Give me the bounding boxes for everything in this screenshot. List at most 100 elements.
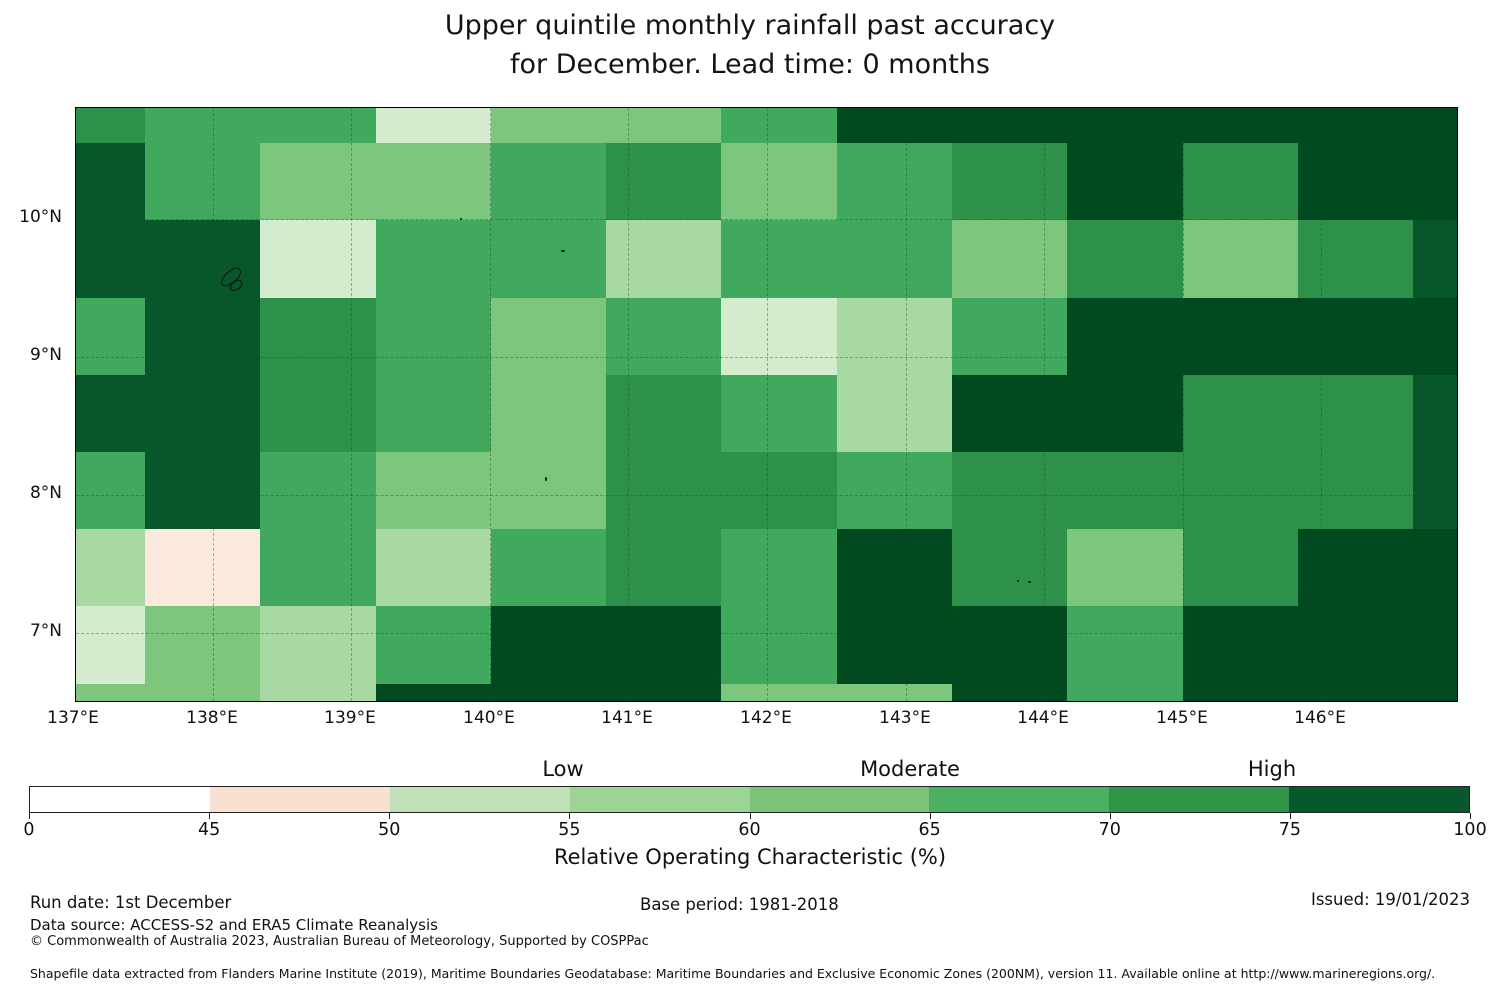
colorbar-tick — [29, 813, 30, 819]
map-cell — [145, 375, 260, 452]
map-cell — [145, 220, 260, 298]
map-cell — [721, 298, 837, 375]
map-cell — [837, 220, 952, 298]
map-cell — [837, 143, 952, 220]
map-cell — [491, 606, 606, 684]
gridline-vertical — [628, 108, 630, 701]
map-cell — [260, 375, 376, 452]
map-cell — [606, 375, 721, 452]
map-cell — [145, 108, 260, 143]
map-cell — [76, 108, 145, 143]
map-cell — [1413, 220, 1457, 298]
chart-title-line2: for December. Lead time: 0 months — [510, 49, 990, 80]
map-cell — [1413, 375, 1457, 452]
map-cell — [837, 108, 952, 143]
gridline-vertical — [1182, 108, 1184, 701]
colorbar-category-label: High — [1247, 757, 1297, 781]
map-cell — [952, 143, 1067, 220]
colorbar-tick — [389, 813, 391, 819]
x-tick-label: 137°E — [47, 708, 99, 728]
map-cell — [721, 684, 837, 701]
map-cell — [1298, 108, 1413, 143]
issued-label: Issued: 19/01/2023 — [1310, 890, 1470, 909]
map-cell — [837, 452, 952, 529]
gridline-vertical — [212, 108, 214, 701]
map-cell — [606, 606, 721, 684]
map-cell — [1067, 684, 1183, 701]
map-cell — [376, 108, 491, 143]
colorbar-segment — [1289, 787, 1469, 812]
map-cell — [1413, 298, 1457, 375]
map-cell — [376, 143, 491, 220]
map-cell — [260, 220, 376, 298]
map-cell — [145, 298, 260, 375]
island-shape — [460, 218, 462, 220]
map-cell — [1183, 375, 1298, 452]
map-cell — [76, 529, 145, 606]
map-cell — [837, 529, 952, 606]
map-cell — [1298, 375, 1413, 452]
colorbar-segment — [30, 787, 210, 812]
map-cell — [1413, 684, 1457, 701]
map-cell — [1067, 529, 1183, 606]
x-tick-label: 139°E — [324, 708, 376, 728]
island-shape — [545, 477, 547, 481]
map-cell — [1298, 220, 1413, 298]
map-cell — [1067, 298, 1183, 375]
map-cell — [1413, 529, 1457, 606]
colorbar-tick-label: 45 — [197, 820, 221, 840]
map-cell — [376, 220, 491, 298]
y-tick-label: 8°N — [29, 483, 62, 503]
colorbar-tick — [569, 813, 571, 819]
map-cell — [260, 143, 376, 220]
map-cell — [721, 220, 837, 298]
map-cell — [376, 452, 491, 529]
map-cell — [145, 529, 260, 606]
map-cell — [1067, 108, 1183, 143]
map-cell — [260, 452, 376, 529]
colorbar-category-label: Low — [542, 757, 584, 781]
gridline-horizontal — [76, 357, 1457, 358]
base-period-label: Base period: 1981-2018 — [640, 895, 839, 914]
map-cell — [260, 684, 376, 701]
gridline-horizontal — [76, 219, 1457, 220]
map-cell — [1413, 108, 1457, 143]
map-cell — [837, 298, 952, 375]
map-cell — [1298, 298, 1413, 375]
colorbar-segment — [749, 787, 930, 812]
map-cell — [76, 375, 145, 452]
x-tick-label: 146°E — [1294, 708, 1346, 728]
colorbar-tick-label: 65 — [918, 820, 941, 840]
map-cell — [952, 220, 1067, 298]
map-cell — [1298, 143, 1413, 220]
colorbar-segment — [389, 787, 570, 812]
map-cell — [606, 298, 721, 375]
copyright-label: © Commonwealth of Australia 2023, Austra… — [30, 934, 649, 949]
colorbar-tick-label: 70 — [1098, 820, 1121, 840]
colorbar-tick — [209, 813, 211, 819]
map-cell — [1298, 684, 1413, 701]
map-cell — [1183, 606, 1298, 684]
colorbar-tick — [929, 813, 931, 819]
map-cell — [1067, 375, 1183, 452]
x-tick-label: 143°E — [879, 708, 931, 728]
map-cell — [952, 108, 1067, 143]
island-shape — [1028, 581, 1031, 583]
map-cell — [952, 606, 1067, 684]
map-cell — [1298, 529, 1413, 606]
map-cell — [1067, 452, 1183, 529]
map-cell — [76, 220, 145, 298]
island-shape — [561, 250, 565, 252]
map-cell — [721, 529, 837, 606]
map-cell — [76, 298, 145, 375]
gridline-vertical — [1044, 108, 1046, 701]
map-cell — [721, 375, 837, 452]
map-cell — [721, 108, 837, 143]
colorbar-tick-label: 100 — [1453, 820, 1487, 840]
y-tick-label: 10°N — [19, 207, 62, 227]
data-source-label: Data source: ACCESS-S2 and ERA5 Climate … — [30, 916, 438, 934]
map-cell — [1183, 220, 1298, 298]
x-tick-label: 145°E — [1156, 708, 1208, 728]
colorbar-tick-label: 50 — [378, 820, 401, 840]
map-cell — [1067, 143, 1183, 220]
